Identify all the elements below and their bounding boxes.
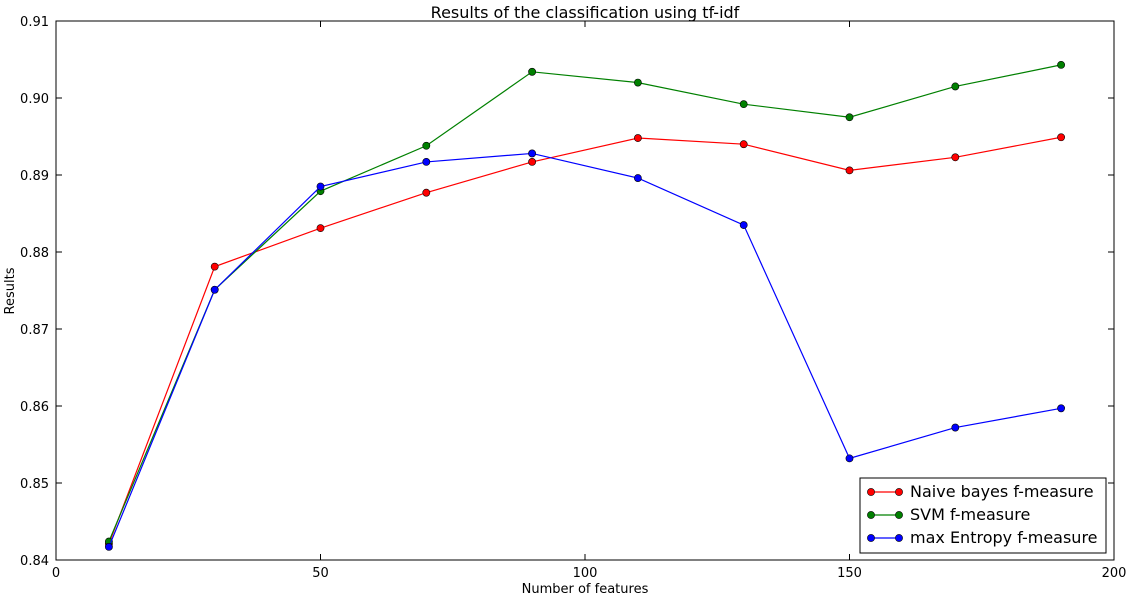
y-tick-label: 0.86 — [20, 400, 49, 415]
data-point — [739, 100, 748, 109]
y-tick-label: 0.91 — [20, 15, 49, 30]
plot-frame — [55, 20, 1115, 561]
legend-marker — [867, 534, 875, 542]
data-point — [951, 153, 960, 162]
series-line-0 — [108, 136, 1062, 545]
data-point — [210, 285, 219, 294]
data-point — [1057, 133, 1065, 142]
y-tick-label: 0.85 — [20, 477, 49, 492]
series-line-1 — [108, 64, 1062, 542]
y-tick-label: 0.88 — [20, 246, 49, 261]
data-point — [845, 166, 854, 175]
data-point — [422, 141, 431, 150]
y-tick-label: 0.87 — [20, 323, 49, 338]
legend-marker — [895, 511, 903, 519]
series-line-2 — [108, 152, 1062, 548]
legend-label: Naive bayes f-measure — [910, 482, 1094, 501]
data-point — [422, 158, 431, 166]
data-point — [951, 82, 960, 91]
legend-label: max Entropy f-measure — [910, 528, 1098, 547]
data-point — [316, 182, 325, 191]
data-point — [316, 224, 325, 233]
x-axis-title: Number of features — [522, 582, 649, 597]
y-tick-label: 0.84 — [20, 554, 49, 569]
x-tick-label: 50 — [312, 566, 329, 581]
data-point — [634, 174, 642, 182]
data-point — [739, 140, 748, 149]
legend-marker — [867, 488, 875, 496]
x-tick-label: 100 — [573, 566, 598, 581]
x-tick-label: 200 — [1102, 566, 1127, 581]
legend-marker — [867, 511, 875, 519]
legend-marker — [895, 534, 903, 542]
data-point — [739, 221, 748, 229]
y-axis-title: Results — [3, 267, 18, 314]
legend-label: SVM f-measure — [910, 505, 1030, 524]
x-tick-label: 0 — [52, 566, 60, 581]
data-point — [634, 134, 642, 142]
legend: Naive bayes f-measure SVM f-measure max En… — [859, 477, 1107, 554]
data-point — [528, 149, 536, 158]
chart-title: Results of the classification using tf-i… — [431, 3, 740, 22]
data-point — [1057, 60, 1065, 69]
data-point — [845, 113, 854, 122]
data-point — [528, 158, 536, 166]
data-point — [105, 543, 113, 551]
data-point — [528, 67, 536, 76]
data-point — [1057, 404, 1065, 413]
y-tick-label: 0.90 — [20, 92, 49, 107]
x-tick-label: 150 — [837, 566, 862, 581]
data-point — [634, 78, 642, 87]
data-point — [951, 423, 960, 432]
data-point — [422, 188, 431, 197]
y-tick-label: 0.89 — [20, 169, 49, 184]
data-point — [845, 454, 854, 463]
legend-marker — [895, 488, 903, 496]
data-point — [210, 262, 219, 271]
